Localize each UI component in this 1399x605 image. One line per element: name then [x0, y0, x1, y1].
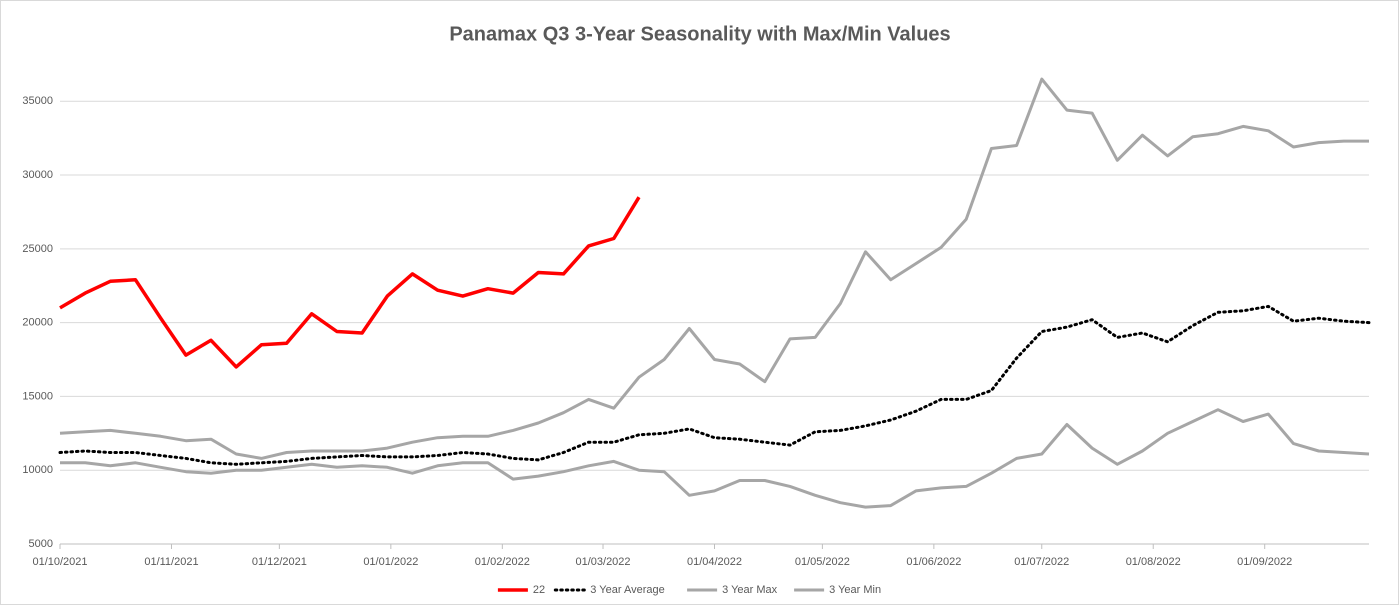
x-tick-label: 01/08/2022 [1126, 556, 1181, 568]
y-tick-label: 5000 [29, 538, 53, 550]
x-tick-label: 01/03/2022 [575, 556, 630, 568]
y-tick-label: 10000 [22, 464, 53, 476]
chart-title: Panamax Q3 3-Year Seasonality with Max/M… [449, 23, 950, 45]
x-tick-label: 01/04/2022 [687, 556, 742, 568]
x-tick-label: 01/09/2022 [1237, 556, 1292, 568]
legend-label: 3 Year Max [722, 584, 778, 596]
y-tick-label: 35000 [22, 95, 53, 107]
x-tick-label: 01/10/2021 [32, 556, 87, 568]
legend-label: 22 [533, 584, 545, 596]
series-line [59, 77, 1369, 460]
y-tick-label: 30000 [22, 169, 53, 181]
legend-label: 3 Year Min [829, 584, 881, 596]
x-tick-label: 01/02/2022 [475, 556, 530, 568]
x-tick-label: 01/01/2022 [363, 556, 418, 568]
series-line [58, 304, 1371, 466]
y-tick-label: 20000 [22, 317, 53, 329]
series-line [59, 196, 641, 369]
x-tick-label: 01/06/2022 [906, 556, 961, 568]
legend-label: 3 Year Average [590, 584, 664, 596]
y-tick-label: 25000 [22, 243, 53, 255]
x-tick-label: 01/12/2021 [252, 556, 307, 568]
x-tick-label: 01/11/2021 [144, 556, 198, 568]
series-line [60, 408, 1370, 509]
x-tick-label: 01/05/2022 [795, 556, 850, 568]
y-tick-label: 15000 [22, 390, 53, 402]
x-tick-label: 01/07/2022 [1014, 556, 1069, 568]
